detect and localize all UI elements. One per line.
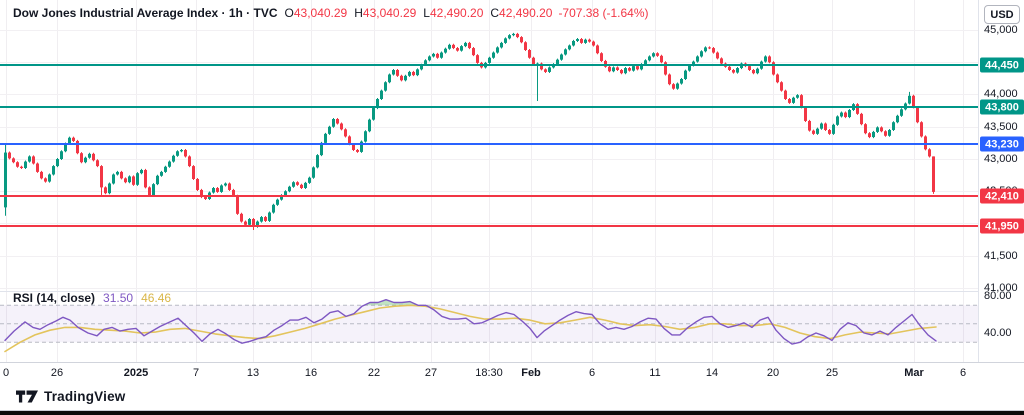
time-tick-label: 25	[825, 367, 839, 379]
rsi-legend[interactable]: RSI (14, close) 31.50 46.46	[13, 291, 171, 305]
time-axis[interactable]: 0 26 2025 7 13 16 22 27 18:30 Feb 6 11 14 20 25 Mar 6	[0, 362, 1024, 383]
open-label: O	[284, 6, 294, 20]
price-tick-label: 41,000	[984, 282, 1018, 294]
level-price-badge[interactable]: 43,230	[980, 136, 1024, 152]
chart-plot-area[interactable]	[0, 0, 978, 362]
high-label: H	[354, 6, 363, 20]
price-tick-label: 80.00	[984, 290, 1012, 302]
time-tick-label: 7	[192, 367, 200, 379]
time-tick-label: 6	[588, 367, 596, 379]
change-value: -707.38 (-1.64%)	[558, 6, 649, 20]
time-tick-label: 2025	[123, 367, 149, 379]
price-axis[interactable]: USD 45,00044,00043,50043,00042,50041,500…	[978, 0, 1024, 362]
tradingview-logo-link[interactable]: TradingView	[16, 389, 125, 404]
time-tick-label: 11	[649, 367, 661, 379]
price-tick-label: 43,500	[984, 121, 1018, 133]
time-tick-label: 20	[766, 367, 780, 379]
low-value: 42,490.20	[429, 6, 484, 20]
currency-toggle-button[interactable]: USD	[984, 5, 1020, 24]
open-value: 43,040.29	[293, 6, 348, 20]
level-price-badge[interactable]: 41,950	[980, 218, 1024, 234]
time-tick-label: 16	[304, 367, 318, 379]
footer: TradingView	[0, 382, 1024, 415]
close-value: 42,490.20	[499, 6, 553, 20]
rsi-value: 31.50	[103, 291, 134, 305]
price-tick-label: 43,000	[984, 153, 1018, 165]
rsi-ma-value: 46.46	[141, 291, 172, 305]
level-price-badge[interactable]: 44,450	[980, 57, 1024, 73]
rsi-label: RSI (14, close)	[13, 291, 96, 305]
close-label: C	[490, 6, 500, 20]
price-tick-label: 44,000	[984, 88, 1018, 100]
low-label: L	[423, 6, 430, 20]
time-tick-label: 22	[367, 367, 381, 379]
symbol-legend[interactable]: Dow Jones Industrial Average Index · 1h …	[13, 6, 648, 21]
time-tick-label: 13	[246, 367, 260, 379]
price-tick-label: 41,500	[984, 250, 1018, 262]
time-tick-label: Feb	[521, 367, 541, 379]
time-tick-label: 6	[959, 367, 967, 379]
level-price-badge[interactable]: 42,410	[980, 188, 1024, 204]
time-tick-label: 0	[2, 367, 10, 379]
time-tick-label: 18:30	[475, 367, 503, 379]
tradingview-logo-text: TradingView	[44, 389, 126, 404]
window-bottom-edge	[0, 410, 1024, 415]
symbol-title: Dow Jones Industrial Average Index · 1h …	[13, 6, 278, 20]
time-tick-label: Mar	[904, 367, 924, 379]
level-price-badge[interactable]: 43,800	[980, 99, 1024, 115]
time-tick-label: 27	[424, 367, 438, 379]
tradingview-logo-icon	[16, 390, 38, 403]
price-tick-label: 45,000	[984, 24, 1018, 36]
time-tick-label: 14	[705, 367, 719, 379]
high-value: 43,040.29	[362, 6, 417, 20]
price-tick-label: 40.00	[984, 327, 1012, 339]
time-tick-label: 26	[50, 367, 64, 379]
